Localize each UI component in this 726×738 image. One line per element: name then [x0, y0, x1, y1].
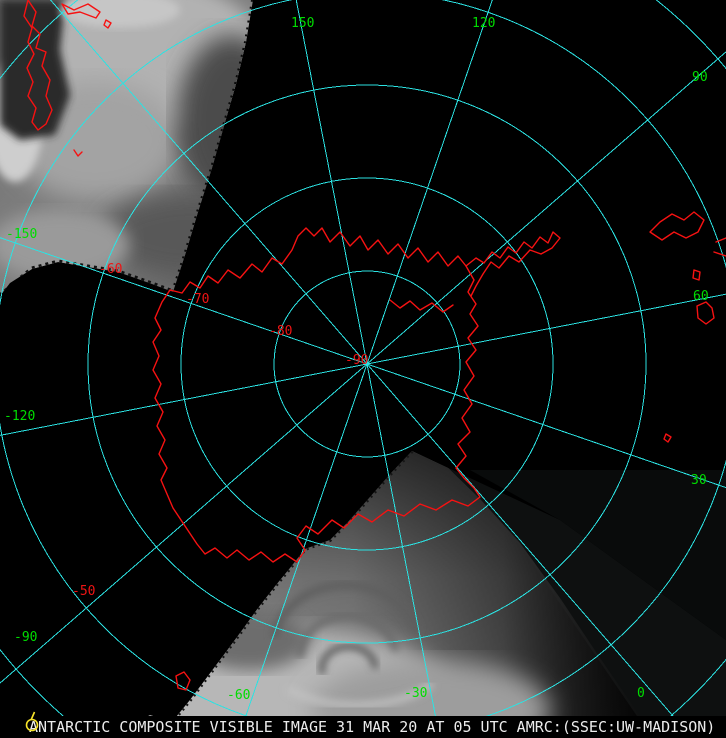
station-marker-icon — [25, 711, 39, 732]
lon-label-150: 150 — [291, 16, 314, 31]
new-zealand-coast — [23, 0, 53, 131]
island-right-b — [696, 301, 715, 325]
longitude-radial-90 — [366, 51, 726, 365]
lon-label--30: -30 — [404, 686, 427, 701]
longitude-radial--90 — [0, 363, 368, 684]
lon-label-30: 30 — [691, 473, 707, 488]
island-dot-right — [663, 433, 672, 443]
longitude-radial-150 — [295, 0, 368, 365]
lon-label-90: 90 — [692, 70, 708, 85]
island-dot-b — [73, 149, 83, 157]
lat-label--60: -60 — [99, 262, 122, 277]
longitude-radial--30 — [366, 363, 441, 738]
lon-label-120: 120 — [472, 16, 495, 31]
island-bottom-left — [175, 671, 191, 691]
lat-label--50: -50 — [72, 584, 95, 599]
lon-label--60: -60 — [227, 688, 250, 703]
cyclone-swirl — [271, 581, 433, 709]
island-right-a — [692, 269, 701, 281]
lat-label--90: -90 — [345, 353, 368, 368]
caption-bar: ANTARCTIC COMPOSITE VISIBLE IMAGE 31 MAR… — [0, 716, 726, 738]
island-chain-upper-right — [649, 211, 705, 241]
lon-label--150: -150 — [6, 227, 37, 242]
lon-label--90: -90 — [14, 630, 37, 645]
grid-label-layer: 150 120 90 60 30 0 -30 -60 -90 -120 -150 -60 -70 -80 -… — [4, 16, 709, 703]
caption-text: ANTARCTIC COMPOSITE VISIBLE IMAGE 31 MAR… — [29, 718, 716, 736]
latitude-circle--70 — [180, 177, 554, 551]
interior-ice-edge — [389, 299, 454, 313]
longitude-radial-120 — [366, 0, 493, 365]
longitude-radial--150 — [0, 237, 368, 365]
faint-swath-lower-right — [412, 451, 726, 738]
lat-label--70: -70 — [186, 292, 209, 307]
peninsula-arm-coast — [465, 231, 561, 297]
longitude-radial--180 — [49, 0, 368, 365]
antarctica-coastline — [152, 227, 481, 563]
coastline-layer — [23, 0, 726, 691]
lon-label--120: -120 — [4, 409, 35, 424]
lat-label--80: -80 — [269, 324, 292, 339]
coast-fragment-top — [61, 3, 101, 19]
longitude-radial-60 — [366, 293, 726, 365]
longitude-radial--120 — [0, 363, 368, 436]
lon-label-0: 0 — [637, 686, 645, 701]
lon-label-60: 60 — [693, 289, 709, 304]
longitude-radial--60 — [237, 363, 368, 738]
latitude-circle--60 — [87, 84, 647, 644]
latitude-circle--80 — [273, 270, 461, 458]
edge-islands-right — [713, 237, 726, 257]
longitude-radial-30 — [366, 363, 726, 489]
island-dot-a — [103, 19, 112, 29]
